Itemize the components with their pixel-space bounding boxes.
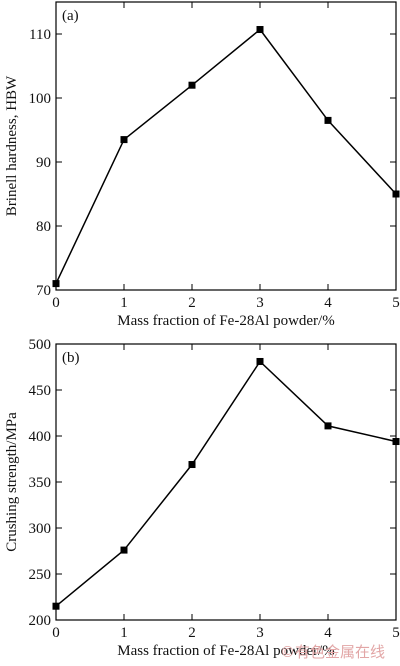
data-point xyxy=(52,602,60,610)
x-tick-label: 1 xyxy=(120,625,128,641)
y-axis-label: Brinell hardness, HBW xyxy=(4,75,20,216)
y-tick-label: 400 xyxy=(29,429,52,445)
series-line xyxy=(55,28,397,284)
watermark: ©有色金属在线 xyxy=(280,643,385,661)
y-tick-label: 70 xyxy=(36,283,51,299)
y-tick-label: 500 xyxy=(29,337,52,353)
y-axis-label: Crushing strength/MPa xyxy=(4,412,20,552)
panel-tag: (a) xyxy=(62,8,79,24)
x-tick-label: 4 xyxy=(324,625,332,641)
data-point xyxy=(120,546,128,554)
data-point xyxy=(392,190,400,198)
y-tick-label: 300 xyxy=(29,521,52,537)
panel-tag: (b) xyxy=(62,350,80,366)
chart-panel-a: 70 80 90 100 110 0 1 2 3 4 5 (a) Mass fraction of Fe… xyxy=(4,1,400,329)
data-point xyxy=(256,26,264,34)
x-tick-label: 3 xyxy=(256,295,264,311)
data-point xyxy=(324,116,332,124)
y-tick-label: 110 xyxy=(29,27,51,43)
y-tick-label: 100 xyxy=(29,91,52,107)
plot-frame xyxy=(55,343,397,621)
y-tick-label: 250 xyxy=(29,567,52,583)
x-tick-label: 2 xyxy=(188,625,196,641)
x-tick-label: 3 xyxy=(256,625,264,641)
plot-frame xyxy=(55,1,397,291)
x-tick-label: 4 xyxy=(324,295,332,311)
x-tick-label: 1 xyxy=(120,295,128,311)
x-axis-label: Mass fraction of Fe-28Al powder/% xyxy=(117,643,334,659)
chart-panel-b: 200 250 300 350 400 450 500 0 1 2 3 4 5 (b) Mass fract… xyxy=(4,337,400,659)
y-tick-label: 200 xyxy=(29,613,52,629)
y-tick-label: 80 xyxy=(36,219,51,235)
data-point xyxy=(188,461,196,469)
data-point xyxy=(52,280,60,288)
data-point xyxy=(324,422,332,430)
y-tick-label: 90 xyxy=(36,155,51,171)
series-line xyxy=(55,360,397,607)
data-point xyxy=(120,136,128,144)
data-point xyxy=(256,357,264,365)
data-point xyxy=(392,438,400,446)
data-point xyxy=(188,81,196,89)
x-tick-label: 2 xyxy=(188,295,196,311)
y-tick-label: 350 xyxy=(29,475,52,491)
x-tick-label: 5 xyxy=(392,625,400,641)
x-tick-label: 0 xyxy=(52,625,60,641)
x-axis-label: Mass fraction of Fe-28Al powder/% xyxy=(117,313,334,329)
y-tick-label: 450 xyxy=(29,383,52,399)
x-tick-label: 0 xyxy=(52,295,60,311)
x-tick-label: 5 xyxy=(392,295,400,311)
